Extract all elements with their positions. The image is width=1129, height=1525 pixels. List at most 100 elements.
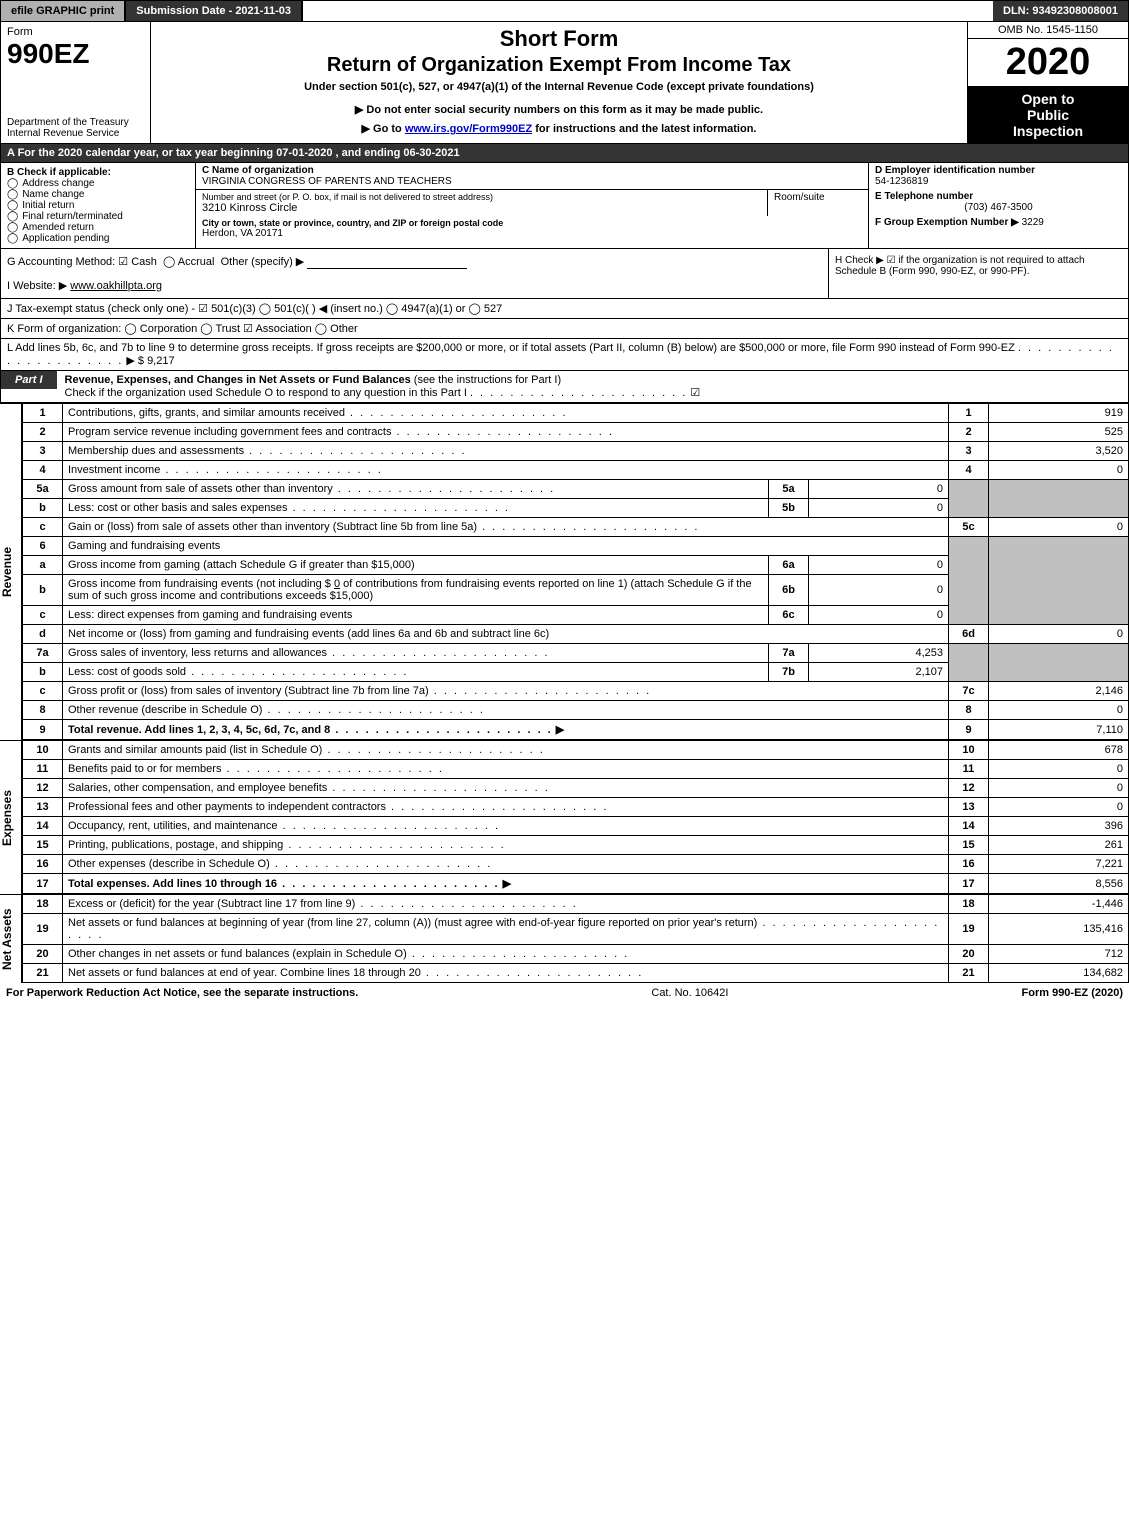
line-16-num: 16 [23, 855, 63, 874]
line-7b-desc: Less: cost of goods sold [68, 666, 186, 678]
ssn-warning: ▶ Do not enter social security numbers o… [159, 103, 959, 116]
line-7a-desc: Gross sales of inventory, less returns a… [68, 647, 327, 659]
line-17-value: 8,556 [989, 874, 1129, 894]
form-title: Return of Organization Exempt From Incom… [159, 54, 959, 77]
line-17: 17 Total expenses. Add lines 10 through … [23, 874, 1129, 894]
line-7a-num: 7a [23, 644, 63, 663]
tax-year: 2020 [968, 39, 1128, 87]
box-def: D Employer identification number 54-1236… [868, 163, 1128, 248]
box-d-header: D Employer identification number [875, 165, 1122, 176]
chk-application-pending[interactable]: Application pending [22, 233, 109, 244]
org-city: Herdon, VA 20171 [202, 228, 862, 239]
line-21-rnum: 21 [949, 964, 989, 983]
website-value[interactable]: www.oakhillpta.org [70, 280, 162, 292]
part-i-title: Revenue, Expenses, and Changes in Net As… [65, 374, 414, 386]
line-7b-subval: 2,107 [809, 663, 949, 682]
line-1-rnum: 1 [949, 404, 989, 423]
efile-print-button[interactable]: efile GRAPHIC print [1, 1, 126, 21]
city-header: City or town, state or province, country… [202, 218, 862, 228]
chk-address-change[interactable]: Address change [22, 178, 94, 189]
line-5a-num: 5a [23, 480, 63, 499]
box-c-header: C Name of organization [202, 165, 862, 176]
line-5b-subnum: 5b [769, 499, 809, 518]
chk-initial-return[interactable]: Initial return [22, 200, 74, 211]
line-6-desc: Gaming and fundraising events [63, 537, 949, 556]
line-1-desc: Contributions, gifts, grants, and simila… [68, 407, 345, 419]
org-name: VIRGINIA CONGRESS OF PARENTS AND TEACHER… [202, 176, 862, 187]
line-16: 16 Other expenses (describe in Schedule … [23, 855, 1129, 874]
line-7a-subval: 4,253 [809, 644, 949, 663]
box-b-label: B Check if applicable: [7, 167, 189, 178]
chk-name-change[interactable]: Name change [22, 189, 84, 200]
part-i-title-tail: (see the instructions for Part I) [414, 374, 561, 386]
line-6d-rnum: 6d [949, 625, 989, 644]
telephone-value: (703) 467-3500 [875, 202, 1122, 213]
line-5a-subnum: 5a [769, 480, 809, 499]
line-20-num: 20 [23, 945, 63, 964]
line-11-rnum: 11 [949, 760, 989, 779]
chk-other[interactable]: Other (specify) ▶ [221, 256, 305, 268]
line-5c-desc: Gain or (loss) from sale of assets other… [68, 521, 477, 533]
line-16-rnum: 16 [949, 855, 989, 874]
form-year-box: OMB No. 1545-1150 2020 Open to Public In… [968, 22, 1128, 143]
footer-left: For Paperwork Reduction Act Notice, see … [6, 987, 358, 999]
line-7b-subnum: 7b [769, 663, 809, 682]
line-5c-rnum: 5c [949, 518, 989, 537]
line-8: 8 Other revenue (describe in Schedule O)… [23, 701, 1129, 720]
line-6d-value: 0 [989, 625, 1129, 644]
line-11-value: 0 [989, 760, 1129, 779]
line-7b-num: b [23, 663, 63, 682]
row-h: H Check ▶ ☑ if the organization is not r… [828, 249, 1128, 298]
line-20: 20 Other changes in net assets or fund b… [23, 945, 1129, 964]
line-3-rnum: 3 [949, 442, 989, 461]
net-assets-table: 18 Excess or (deficit) for the year (Sub… [22, 894, 1129, 983]
goto-prefix: ▶ Go to [362, 123, 405, 135]
box-b: B Check if applicable: ◯Address change ◯… [1, 163, 196, 248]
net-assets-side-label: Net Assets [0, 894, 22, 983]
line-9: 9 Total revenue. Add lines 1, 2, 3, 4, 5… [23, 720, 1129, 740]
line-17-num: 17 [23, 874, 63, 894]
line-16-desc: Other expenses (describe in Schedule O) [68, 858, 270, 870]
line-8-value: 0 [989, 701, 1129, 720]
org-address: 3210 Kinross Circle [202, 202, 761, 214]
box-f-header: F Group Exemption Number ▶ [875, 217, 1019, 228]
page-footer: For Paperwork Reduction Act Notice, see … [0, 983, 1129, 1003]
line-18-num: 18 [23, 895, 63, 914]
addr-header: Number and street (or P. O. box, if mail… [202, 192, 761, 202]
line-6b-num: b [23, 575, 63, 606]
irs-link[interactable]: www.irs.gov/Form990EZ [405, 123, 532, 135]
entity-info-block: B Check if applicable: ◯Address change ◯… [0, 163, 1129, 249]
line-9-value: 7,110 [989, 720, 1129, 740]
omb-number: OMB No. 1545-1150 [968, 22, 1128, 39]
top-bar: efile GRAPHIC print Submission Date - 20… [0, 0, 1129, 22]
line-7c-num: c [23, 682, 63, 701]
chk-amended-return[interactable]: Amended return [22, 222, 94, 233]
short-form-label: Short Form [159, 26, 959, 52]
line-2-value: 525 [989, 423, 1129, 442]
submission-date: Submission Date - 2021-11-03 [126, 1, 303, 21]
line-8-desc: Other revenue (describe in Schedule O) [68, 704, 262, 716]
goto-suffix: for instructions and the latest informat… [532, 123, 756, 135]
line-1-value: 919 [989, 404, 1129, 423]
line-7a-subnum: 7a [769, 644, 809, 663]
chk-accrual[interactable]: Accrual [178, 256, 215, 268]
line-5a: 5a Gross amount from sale of assets othe… [23, 480, 1129, 499]
form-title-box: Short Form Return of Organization Exempt… [151, 22, 968, 143]
line-6: 6 Gaming and fundraising events [23, 537, 1129, 556]
line-6a-desc: Gross income from gaming (attach Schedul… [68, 559, 415, 571]
line-6-num: 6 [23, 537, 63, 556]
line-6c-subnum: 6c [769, 606, 809, 625]
expenses-table: 10 Grants and similar amounts paid (list… [22, 740, 1129, 894]
line-2-rnum: 2 [949, 423, 989, 442]
line-9-num: 9 [23, 720, 63, 740]
dept-treasury: Department of the Treasury [7, 117, 144, 128]
row-j-tax-exempt: J Tax-exempt status (check only one) - ☑… [0, 299, 1129, 319]
line-11-desc: Benefits paid to or for members [68, 763, 221, 775]
box-c: C Name of organization VIRGINIA CONGRESS… [196, 163, 868, 248]
line-5c-value: 0 [989, 518, 1129, 537]
line-3-num: 3 [23, 442, 63, 461]
chk-final-return[interactable]: Final return/terminated [22, 211, 123, 222]
line-6a-num: a [23, 556, 63, 575]
chk-cash[interactable]: Cash [131, 256, 157, 268]
line-19: 19 Net assets or fund balances at beginn… [23, 914, 1129, 945]
